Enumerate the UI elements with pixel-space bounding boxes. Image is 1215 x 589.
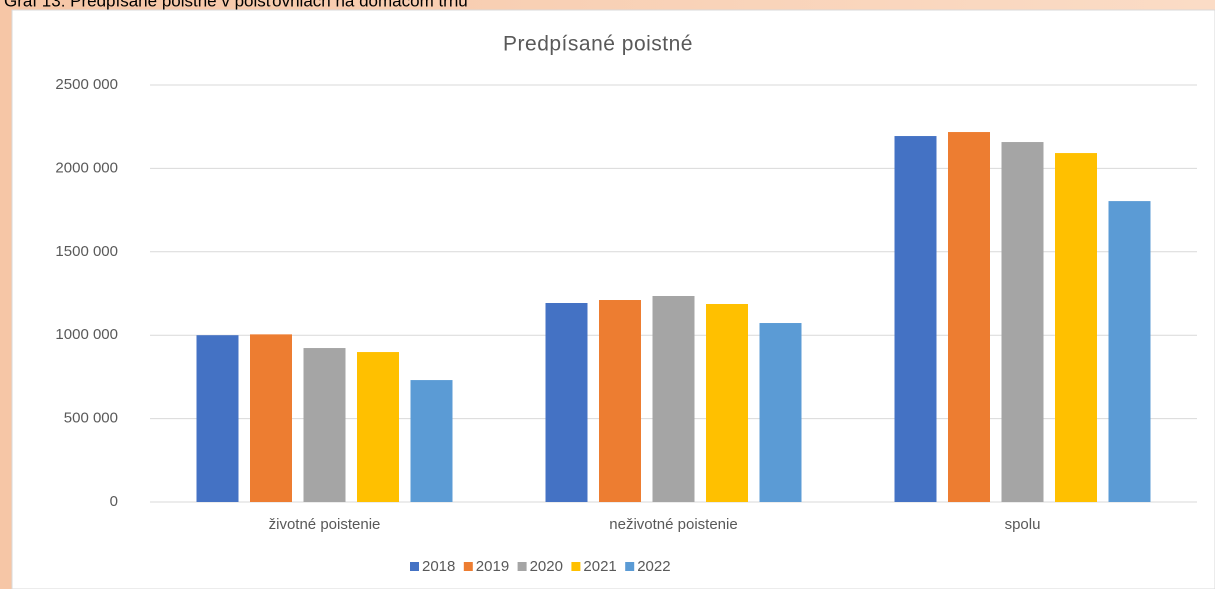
- legend-swatch: [463, 562, 473, 571]
- bar: [1001, 142, 1044, 502]
- chart-title: Predpísané poistné: [503, 33, 693, 56]
- bar: [894, 136, 937, 502]
- bar: [706, 304, 748, 502]
- bar: [357, 352, 399, 502]
- legend-label: 2022: [637, 558, 670, 575]
- legend-swatch: [571, 562, 581, 571]
- bar: [250, 334, 292, 502]
- bar: [652, 296, 695, 502]
- caption: Graf 13: Predpísané poistné v poisťovnia…: [4, 0, 468, 10]
- y-tick-label: 2000 000: [55, 159, 118, 176]
- y-tick-label: 500 000: [64, 410, 118, 427]
- legend-label: 2020: [530, 558, 563, 575]
- legend-label: 2019: [476, 558, 509, 575]
- legend-label: 2021: [583, 558, 616, 575]
- bar: [303, 348, 346, 502]
- bar: [1055, 153, 1097, 503]
- bar: [948, 132, 990, 502]
- bar: [599, 300, 641, 502]
- bar: [759, 323, 802, 502]
- legend-swatch: [410, 562, 419, 571]
- legend-label: 2018: [422, 558, 455, 575]
- bar: [545, 303, 588, 502]
- x-tick-label: neživotné poistenie: [609, 516, 737, 533]
- y-tick-label: 1000 000: [55, 326, 118, 343]
- y-tick-label: 1500 000: [55, 243, 118, 260]
- y-tick-label: 0: [110, 493, 118, 510]
- x-tick-label: spolu: [1005, 516, 1041, 533]
- legend-swatch: [625, 562, 635, 571]
- legend-swatch: [517, 562, 527, 571]
- bar: [196, 335, 239, 502]
- x-tick-label: životné poistenie: [269, 516, 381, 533]
- bar: [410, 380, 453, 502]
- y-tick-label: 2500 000: [55, 76, 118, 93]
- bar: [1108, 201, 1151, 502]
